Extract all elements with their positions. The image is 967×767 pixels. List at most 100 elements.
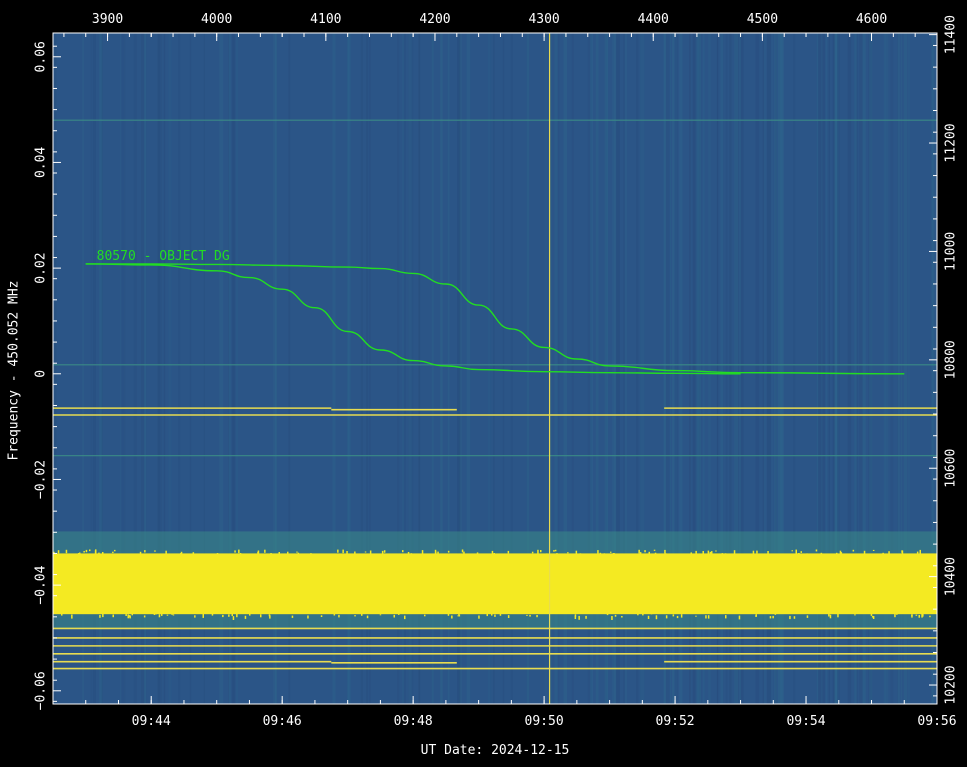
band-noise-pixel <box>78 553 80 555</box>
band-noise-pixel <box>234 550 236 553</box>
y-right-tick-label: 11400 <box>944 15 959 54</box>
band-noise-pixel <box>647 615 650 619</box>
band-noise-pixel <box>129 615 131 619</box>
heatmap-stripe <box>868 33 872 704</box>
heatmap-stripe <box>931 33 934 704</box>
x-top-tick-label: 4100 <box>310 12 341 27</box>
band-noise-pixel <box>870 613 873 616</box>
band-noise-pixel <box>806 615 809 618</box>
band-noise-pixel <box>434 549 437 554</box>
band-noise-pixel <box>871 615 874 618</box>
heatmap-stripe <box>832 33 836 704</box>
band-noise-pixel <box>287 551 289 555</box>
band-noise-pixel <box>499 613 502 616</box>
x-top-tick-label: 4400 <box>638 12 669 27</box>
y-left-tick-label: 0.02 <box>34 252 49 283</box>
heatmap-stripe <box>821 33 823 704</box>
heatmap-stripe <box>54 33 56 704</box>
band-noise-pixel <box>79 552 81 555</box>
band-noise-pixel <box>507 615 510 618</box>
heatmap-stripe <box>168 33 172 704</box>
band-noise-pixel <box>738 615 741 620</box>
band-noise-pixel <box>461 549 464 553</box>
heatmap-stripe <box>99 33 103 704</box>
heatmap-stripe <box>663 33 666 704</box>
heatmap-stripe <box>347 33 350 704</box>
heatmap-stripe <box>847 33 852 704</box>
band-noise-pixel <box>882 552 884 555</box>
annotation-label: 80570 - OBJECT DG <box>97 249 230 264</box>
heatmap-stripe <box>526 33 529 704</box>
x-top-tick-label: 3900 <box>92 12 123 27</box>
band-noise-pixel <box>89 549 91 552</box>
band-noise-pixel <box>98 552 100 555</box>
heatmap-stripe <box>777 33 782 704</box>
heatmap-background <box>53 33 937 704</box>
band-noise-pixel <box>95 549 97 554</box>
band-noise-pixel <box>839 550 842 555</box>
heatmap-stripe <box>884 33 889 704</box>
band-noise-pixel <box>71 614 73 619</box>
band-noise-pixel <box>707 550 710 555</box>
band-noise-pixel <box>85 549 88 553</box>
band-noise-pixel <box>613 553 615 557</box>
heatmap-stripe <box>557 33 560 704</box>
band-noise-pixel <box>155 613 157 615</box>
band-noise-pixel <box>798 553 800 556</box>
heatmap-stripe <box>459 33 461 704</box>
heatmap-stripe <box>232 33 236 704</box>
band-noise-pixel <box>291 615 294 618</box>
heatmap-stripe <box>163 33 166 704</box>
band-noise-pixel <box>249 613 251 616</box>
y-left-tick-label: −0.06 <box>33 671 48 710</box>
heatmap-stripe <box>403 33 406 704</box>
band-noise-pixel <box>102 552 104 556</box>
heatmap-stripe <box>755 33 760 704</box>
band-noise-pixel <box>216 553 219 555</box>
band-noise-pixel <box>61 613 63 616</box>
heatmap-stripe <box>689 33 691 704</box>
band-noise-pixel <box>211 613 214 616</box>
heatmap-stripe <box>604 33 608 704</box>
band-noise-pixel <box>769 616 772 619</box>
heatmap-stripe <box>883 33 886 704</box>
band-noise-pixel <box>854 614 856 616</box>
heatmap-stripe <box>725 33 728 704</box>
series-layer: 80570 - OBJECT DG <box>85 249 905 375</box>
heatmap-stripe <box>219 33 224 704</box>
heatmap-stripe <box>457 33 460 704</box>
band-noise-pixel <box>158 614 161 618</box>
band-noise-pixel <box>342 549 344 554</box>
y-right-tick-label: 11000 <box>944 232 959 271</box>
band-noise-pixel <box>398 613 400 615</box>
band-noise-pixel <box>171 613 173 615</box>
band-noise-pixel <box>228 614 230 617</box>
band-noise-pixel <box>793 616 796 619</box>
y-left-tick-label: 0 <box>33 370 48 378</box>
heatmap-stripe <box>141 33 145 704</box>
heatmap-stripe <box>739 33 742 704</box>
heatmap-stripe <box>178 33 181 704</box>
heatmap-stripe <box>835 33 839 704</box>
band-noise-pixel <box>381 550 384 554</box>
heatmap-stripe <box>459 33 462 704</box>
heatmap-stripe <box>933 33 936 704</box>
band-noise-pixel <box>707 615 710 619</box>
heatmap-stripe <box>903 33 908 704</box>
band-noise-pixel <box>114 549 116 552</box>
x-top-tick-label: 4500 <box>747 12 778 27</box>
band-noise-pixel <box>863 550 866 555</box>
y-right-tick-label: 10800 <box>944 340 959 379</box>
band-noise-pixel <box>828 614 830 617</box>
heatmap-stripe <box>729 33 732 704</box>
heatmap-stripe <box>101 33 103 704</box>
band-noise-pixel <box>680 614 683 618</box>
x-top-tick-label: 4300 <box>528 12 559 27</box>
band-noise-pixel <box>493 553 495 557</box>
band-noise-pixel <box>655 615 658 620</box>
label-layer: UT Date: 2024-12-15 Frequency - 450.052 … <box>7 280 570 758</box>
heatmap-stripe <box>825 33 828 704</box>
band-noise-pixel <box>268 614 271 617</box>
heatmap-stripe <box>775 33 777 704</box>
heatmap-stripe <box>157 33 161 704</box>
